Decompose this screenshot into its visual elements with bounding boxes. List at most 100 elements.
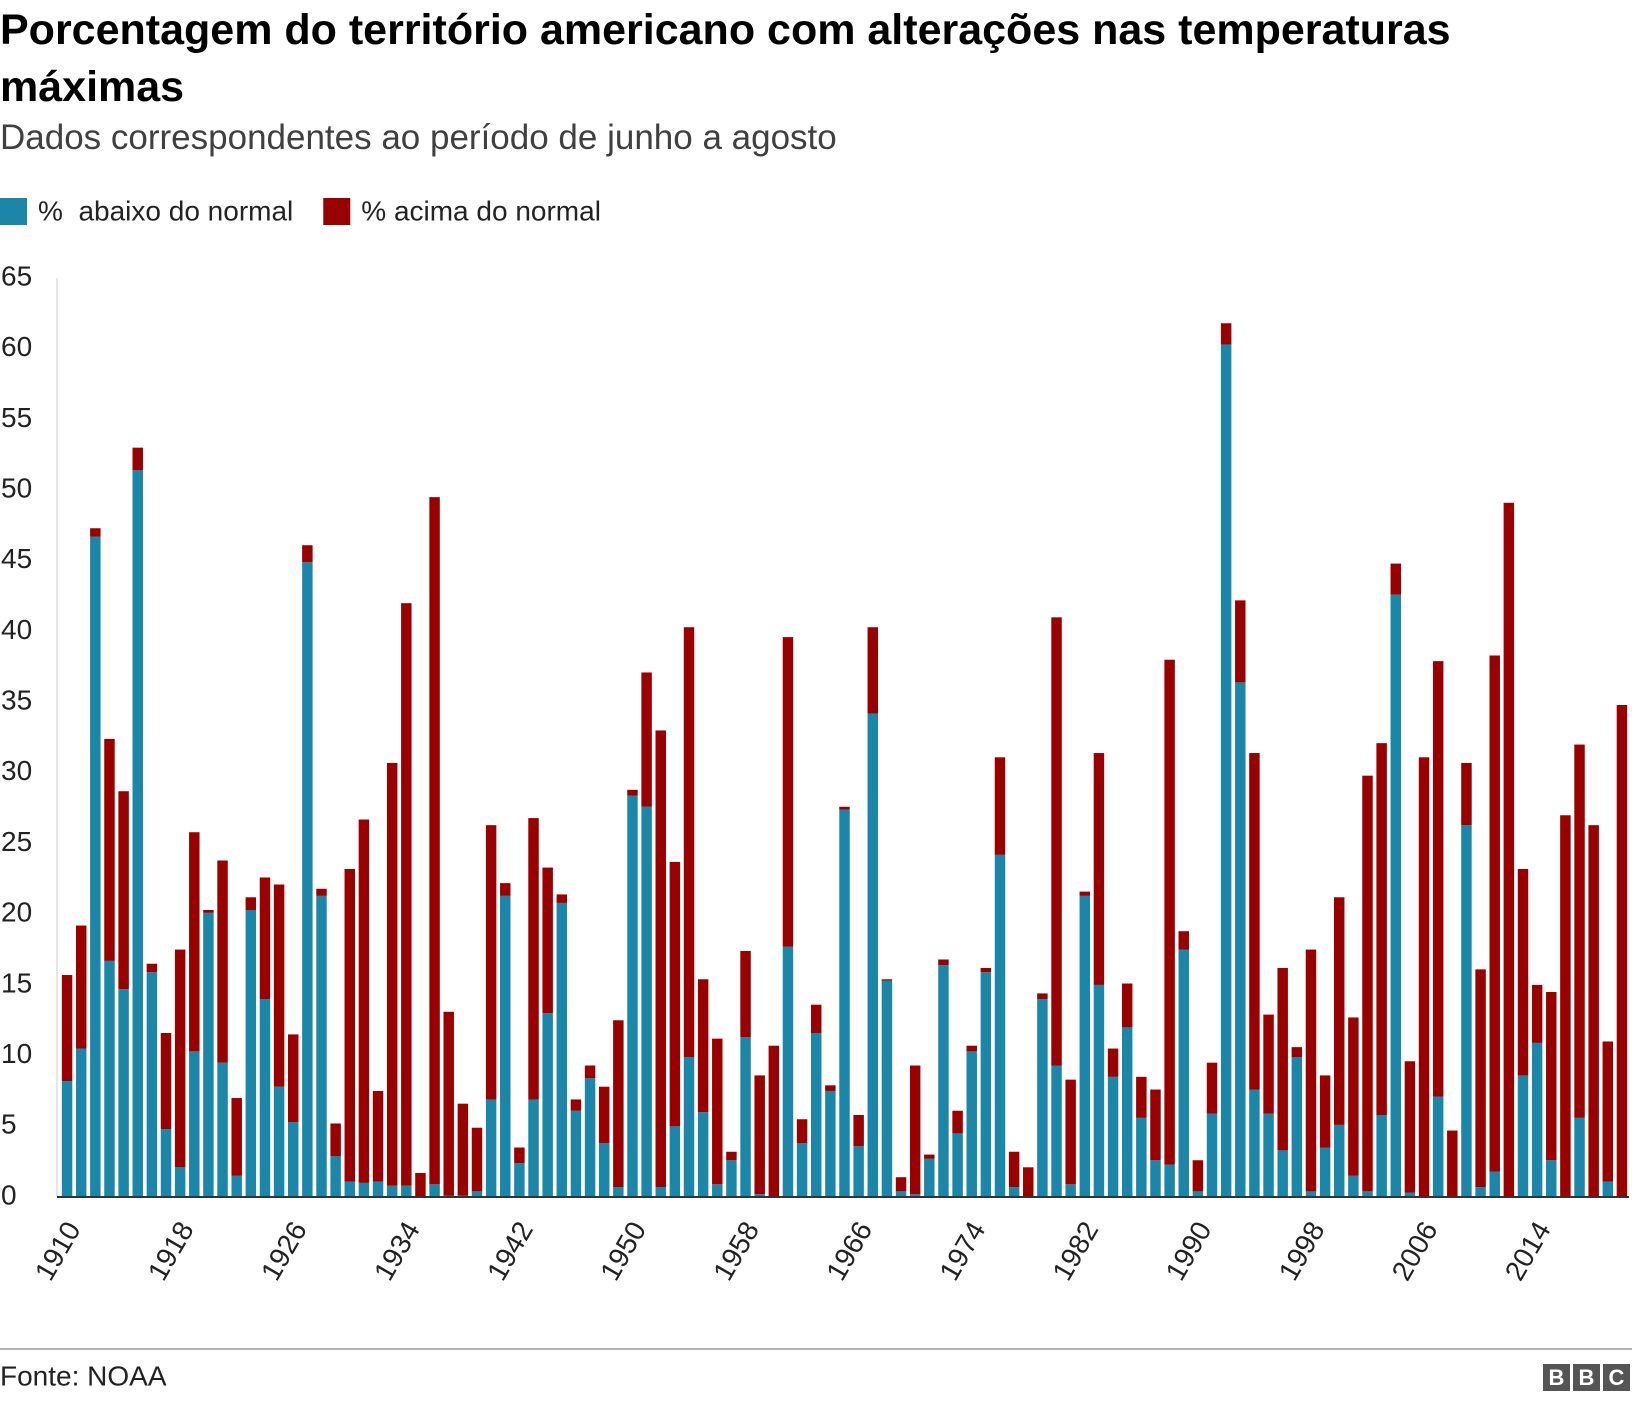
bar-segment: [627, 795, 638, 1197]
bar-segment: [1376, 1114, 1387, 1197]
bar-segment: [556, 902, 568, 1197]
bar-segment: [485, 1099, 497, 1197]
logo-box: [1543, 1364, 1570, 1391]
bar-segment: [839, 809, 850, 1197]
bar-segment: [1616, 704, 1628, 1197]
bar-segment: [189, 832, 200, 1052]
y-tick-label: 50: [1, 472, 32, 503]
bar-segment: [1291, 1057, 1303, 1197]
source: Fonte: NOAA: [0, 1360, 167, 1391]
bar-segment: [1263, 1113, 1274, 1197]
bar-segment: [1121, 983, 1133, 1028]
bar-segment: [302, 545, 313, 563]
y-tick-label: 20: [1, 897, 32, 928]
bar-segment: [641, 806, 652, 1197]
bar-segment: [174, 949, 186, 1168]
bar-segment: [358, 819, 370, 1183]
bar-segment: [796, 1119, 808, 1144]
y-tick-label: 35: [1, 685, 32, 716]
bar-segment: [782, 946, 794, 1197]
chart-title: Porcentagem do território americano com …: [0, 6, 1451, 111]
bar-segment: [287, 1122, 299, 1197]
bar-segment: [1093, 753, 1105, 985]
logo-letter: B: [1549, 1365, 1565, 1390]
bar-segment: [867, 627, 879, 714]
bar-segment: [881, 980, 893, 1197]
bar-segment: [90, 536, 101, 1197]
bar-segment: [1475, 1187, 1486, 1197]
bar-segment: [1517, 868, 1529, 1076]
bar-segment: [542, 1013, 553, 1197]
y-tick-label: 25: [1, 826, 32, 857]
bar-segment: [1447, 1130, 1458, 1197]
bar-segment: [1531, 984, 1543, 1043]
bar-segment: [75, 925, 87, 1049]
bar-segment: [132, 447, 143, 471]
bar-segment: [584, 1065, 596, 1079]
bar-segment: [259, 877, 271, 1000]
bar-segment: [669, 861, 681, 1127]
x-tick-label: 1958: [707, 1216, 765, 1285]
bar-segment: [528, 1099, 539, 1197]
bar-segment: [1503, 502, 1515, 1198]
bar-segment: [1432, 1096, 1444, 1197]
bar-segment: [1150, 1089, 1161, 1161]
bar-segment: [231, 1098, 242, 1176]
bar-segment: [1037, 993, 1048, 1000]
bar-segment: [825, 1085, 836, 1091]
bar-segment: [273, 884, 285, 1087]
bar-segment: [273, 1086, 285, 1197]
bar-segment: [1037, 999, 1048, 1197]
y-tick-label: 60: [1, 331, 32, 362]
bar-segment: [231, 1175, 242, 1197]
bar-segment: [1136, 1076, 1147, 1118]
chart-subtitle: Dados correspondentes ao período de junh…: [0, 118, 837, 157]
bar-segment: [697, 1112, 709, 1197]
bar-segment: [372, 1090, 384, 1182]
bar-segment: [655, 1187, 666, 1197]
bar-segment: [330, 1155, 341, 1197]
bar-segment: [810, 1032, 822, 1197]
bar-segment: [584, 1078, 596, 1197]
y-tick-label: 0: [1, 1179, 17, 1210]
logo-letter: C: [1609, 1365, 1625, 1390]
bar-segment: [485, 825, 497, 1100]
y-tick-label: 30: [1, 755, 32, 786]
bar-segment: [118, 989, 129, 1197]
bar-segment: [500, 883, 511, 896]
bar-segment: [1362, 775, 1373, 1192]
bar-segment: [641, 672, 652, 807]
bar-segment: [1574, 744, 1585, 1118]
bar-segment: [1432, 661, 1444, 1097]
bar-segment: [1164, 1164, 1175, 1197]
bar-segment: [1235, 682, 1246, 1197]
bar-segment: [1051, 617, 1062, 1066]
bar-segment: [160, 1032, 172, 1130]
bar-segment: [415, 1172, 426, 1197]
bar-segment: [90, 528, 101, 537]
bar-segment: [1461, 762, 1472, 826]
x-tick-label: 1910: [29, 1216, 87, 1285]
x-tick-label: 1966: [820, 1216, 878, 1285]
bar-segment: [245, 897, 257, 910]
bar-segment: [853, 1146, 864, 1197]
bar-segment: [867, 713, 879, 1197]
bar-segment: [1319, 1075, 1331, 1148]
bar-segment: [697, 979, 709, 1113]
bar-segment: [1220, 344, 1232, 1197]
x-tick-label: 1942: [481, 1216, 539, 1285]
bar-segment: [712, 1184, 723, 1197]
bar-segment: [768, 1045, 780, 1197]
bar-segment: [669, 1126, 681, 1197]
bar-segment: [1051, 1065, 1062, 1197]
bar-segment: [471, 1191, 483, 1197]
legend-label: % acima do normal: [361, 195, 601, 226]
bar-segment: [754, 1194, 765, 1197]
bar-segment: [1249, 753, 1260, 1090]
bar-segment: [796, 1143, 808, 1197]
bar-segment: [160, 1129, 172, 1197]
bar-segment: [514, 1147, 525, 1164]
bar-segment: [1404, 1192, 1416, 1197]
y-tick-label: 15: [1, 967, 32, 998]
